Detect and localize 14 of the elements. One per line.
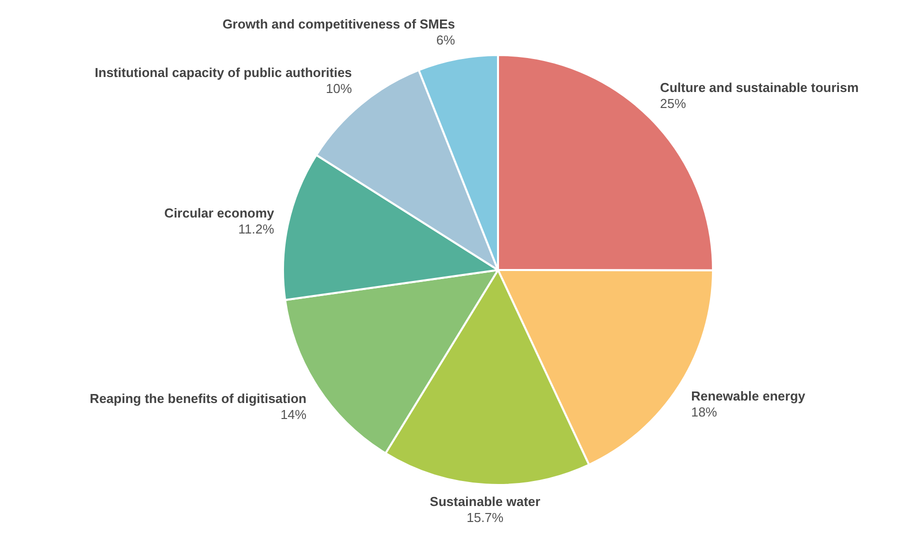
slice-label: Growth and competitiveness of SMEs <box>222 16 456 32</box>
data-label: 10% <box>326 81 352 96</box>
data-label: 25% <box>660 96 687 111</box>
slice-label: Sustainable water <box>430 494 540 510</box>
slice-label: Institutional capacity of public authorities <box>94 65 352 80</box>
data-label: 15.7% <box>466 510 504 526</box>
slice-label: Circular economy <box>164 205 275 220</box>
data-label: 11.2% <box>238 221 275 236</box>
data-label: 6% <box>436 32 456 48</box>
slice-label: Culture and sustainable tourism <box>660 80 859 95</box>
data-label: 18% <box>691 404 718 420</box>
slice-label: Reaping the benefits of digitisation <box>90 391 307 406</box>
data-label: 14% <box>280 407 307 422</box>
slice-label: Renewable energy <box>691 388 806 404</box>
